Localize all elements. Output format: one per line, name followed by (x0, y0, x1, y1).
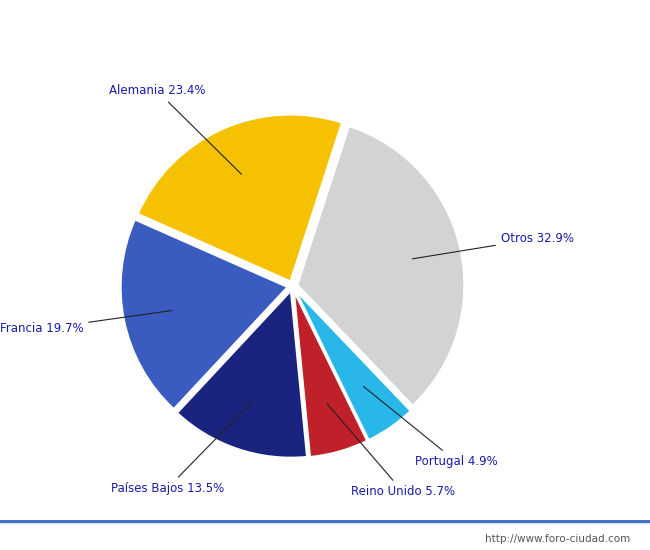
Text: Otros 32.9%: Otros 32.9% (413, 232, 574, 259)
Text: Alemania 23.4%: Alemania 23.4% (109, 84, 242, 174)
Wedge shape (295, 290, 411, 440)
Text: Reino Unido 5.7%: Reino Unido 5.7% (327, 404, 455, 498)
Wedge shape (138, 114, 342, 282)
Text: Países Bajos 13.5%: Países Bajos 13.5% (111, 402, 252, 495)
Wedge shape (294, 291, 367, 457)
Wedge shape (121, 219, 287, 409)
Text: Portugal 4.9%: Portugal 4.9% (363, 387, 497, 468)
Text: Mieres - Turistas extranjeros según país - Abril de 2024: Mieres - Turistas extranjeros según país… (123, 18, 527, 34)
Text: http://www.foro-ciudad.com: http://www.foro-ciudad.com (486, 535, 630, 544)
Wedge shape (298, 126, 464, 406)
Text: Francia 19.7%: Francia 19.7% (0, 311, 172, 335)
Wedge shape (177, 291, 307, 458)
